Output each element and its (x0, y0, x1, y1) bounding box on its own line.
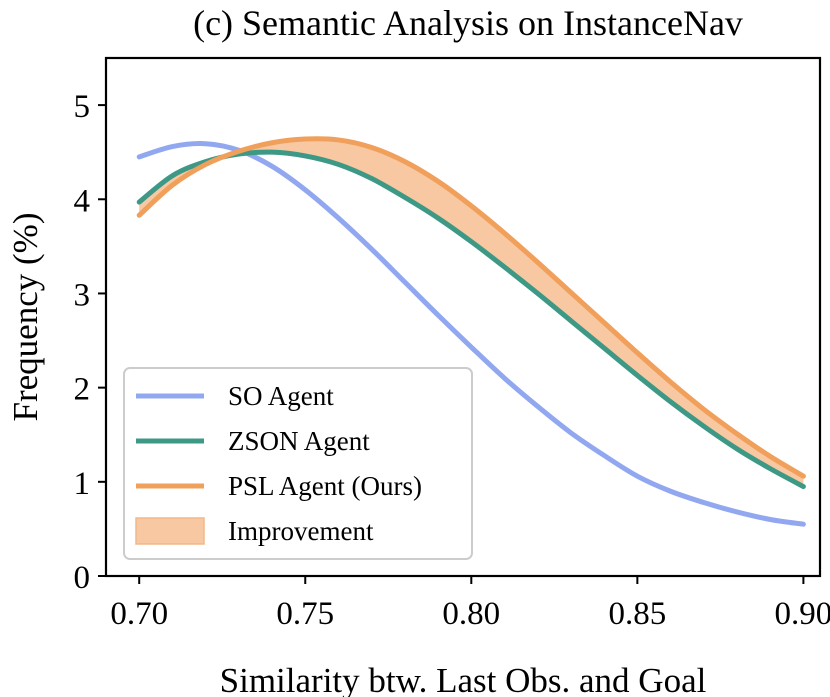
y-ticks: 0 1 2 3 4 5 (74, 89, 106, 596)
legend-label: SO Agent (228, 381, 334, 411)
y-tick-label: 4 (74, 183, 91, 219)
y-tick-label: 5 (74, 89, 91, 125)
legend-label: PSL Agent (Ours) (228, 471, 422, 501)
y-tick-label: 2 (74, 372, 91, 408)
x-tick-label: 0.70 (110, 596, 168, 632)
legend: SO Agent ZSON Agent PSL Agent (Ours) Improv… (123, 367, 473, 560)
x-tick-label: 0.75 (276, 596, 334, 632)
legend-label: Improvement (228, 516, 374, 546)
plot-frame (104, 56, 822, 578)
legend-box (123, 367, 473, 560)
x-axis-label: Similarity btw. Last Obs. and Goal (220, 661, 707, 697)
chart-title: (c) Semantic Analysis on InstanceNav (193, 3, 743, 43)
y-axis-label: Frequency (%) (6, 213, 45, 422)
x-tick-label: 0.85 (608, 596, 666, 632)
legend-label: ZSON Agent (228, 426, 370, 456)
y-tick-label: 0 (74, 560, 91, 596)
y-tick-label: 3 (74, 277, 91, 313)
series-line-psl-agent-ours (136, 136, 806, 479)
x-tick-label: 0.80 (442, 596, 500, 632)
series-lines-layer (136, 136, 806, 527)
legend-swatch (135, 517, 205, 545)
y-tick-label: 1 (74, 466, 91, 502)
x-ticks: 0.70 0.75 0.80 0.85 0.90 (110, 576, 830, 632)
series-line-zson-agent (136, 149, 806, 490)
x-tick-label: 0.90 (775, 596, 830, 632)
